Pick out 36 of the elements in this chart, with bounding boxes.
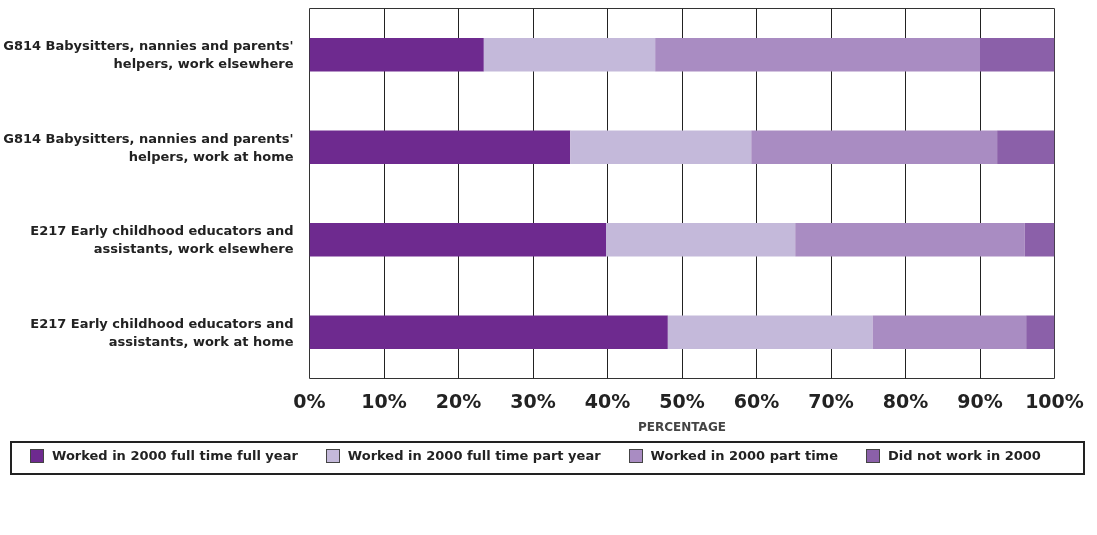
x-tick-label: 20% [435,389,482,412]
bar [309,130,571,164]
bar [997,130,1055,164]
bar [795,223,1025,257]
bar [1024,223,1055,257]
bar [667,315,873,349]
legend-label: Worked in 2000 part time [650,447,838,466]
x-tick-label: 0% [293,389,326,412]
x-tick-label: 40% [584,389,631,412]
legend-label: Worked in 2000 full time part year [347,447,601,466]
bar [655,38,980,72]
x-tick-label: 100% [1025,389,1084,412]
bar [751,130,998,164]
y-tick-label: G814 Babysitters, nannies and parents' helpers, work elsewhere [3,38,294,72]
bar [309,315,668,349]
x-tick-label: 80% [882,389,929,412]
y-tick-label: E217 Early childhood educators and assistants, work elsewhere [30,223,294,257]
bar [872,315,1027,349]
bar [980,38,1055,72]
x-tick-label: 10% [361,389,407,412]
y-tick-label: E217 Early childhood educators and assistants, work at home [30,315,294,349]
legend-label: Worked in 2000 full time full year [52,447,298,466]
x-tick-label: 30% [510,389,556,412]
bar [309,38,484,72]
legend-label: Did not work in 2000 [887,447,1041,466]
x-tick-label: 90% [957,389,1003,412]
x-axis-title: PERCENTAGE [638,419,726,434]
y-tick-label: G814 Babysitters, nannies and parents' helpers, work at home [3,130,294,164]
bar [309,223,607,257]
x-tick-label: 60% [733,389,780,412]
x-tick-label: 70% [808,389,854,412]
bar [1026,315,1055,349]
bar [570,130,752,164]
bar [606,223,796,257]
x-tick-label: 50% [659,389,705,412]
bar [483,38,656,72]
